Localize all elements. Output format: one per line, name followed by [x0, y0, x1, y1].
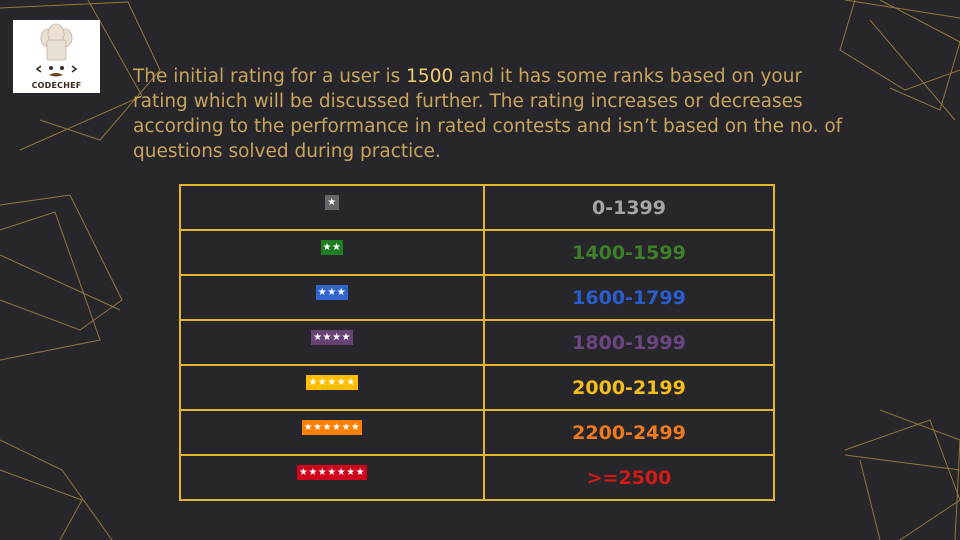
stars-cell: ★★: [179, 229, 485, 276]
table-row: ★★ 1400-1599: [179, 229, 775, 276]
table-row: ★★★ 1600-1799: [179, 274, 775, 321]
rating-range: >=2500: [586, 466, 672, 489]
intro-text-start: The initial rating for a user is: [133, 66, 407, 87]
rating-range: 1600-1799: [572, 286, 686, 309]
star-badge: ★★★: [315, 284, 349, 300]
range-cell: 1600-1799: [483, 274, 775, 321]
star-badge: ★★: [320, 239, 344, 255]
stars-cell: ★★★★★★: [179, 409, 485, 456]
star-badge: ★★★★★★★: [296, 464, 368, 480]
range-cell: 2200-2499: [483, 409, 775, 456]
table-row: ★★★★★★ 2200-2499: [179, 409, 775, 456]
rating-range: 1800-1999: [572, 331, 686, 354]
range-cell: 1400-1599: [483, 229, 775, 276]
initial-rating-value: 1500: [406, 66, 454, 87]
stars-cell: ★★★★: [179, 319, 485, 366]
intro-text-end: and it has some ranks based on your rati…: [133, 66, 843, 162]
range-cell: 1800-1999: [483, 319, 775, 366]
codechef-logo: CODECHEF: [13, 20, 100, 93]
logo-text: CODECHEF: [31, 81, 82, 90]
table-row: ★★★★★ 2000-2199: [179, 364, 775, 411]
rating-range: 0-1399: [592, 196, 666, 219]
star-badge: ★★★★★: [306, 374, 358, 390]
table-row: ★ 0-1399: [179, 184, 775, 231]
range-cell: >=2500: [483, 454, 775, 501]
table-row: ★★★★ 1800-1999: [179, 319, 775, 366]
star-badge: ★★★★: [311, 329, 353, 345]
star-badge: ★: [325, 194, 339, 210]
star-badge: ★★★★★★: [301, 419, 363, 435]
intro-paragraph: The initial rating for a user is 1500 an…: [133, 64, 853, 164]
stars-cell: ★★★★★★★: [179, 454, 485, 501]
stars-cell: ★: [179, 184, 485, 231]
chef-hat-icon: [35, 23, 78, 77]
stars-cell: ★★★★★: [179, 364, 485, 411]
table-row: ★★★★★★★ >=2500: [179, 454, 775, 501]
range-cell: 0-1399: [483, 184, 775, 231]
rating-range: 1400-1599: [572, 241, 686, 264]
rating-range: 2000-2199: [572, 376, 686, 399]
rating-ranks-table: ★ 0-1399 ★★ 1400-1599 ★★★ 1600-1799 ★★★★…: [179, 184, 775, 501]
rating-range: 2200-2499: [572, 421, 686, 444]
range-cell: 2000-2199: [483, 364, 775, 411]
stars-cell: ★★★: [179, 274, 485, 321]
